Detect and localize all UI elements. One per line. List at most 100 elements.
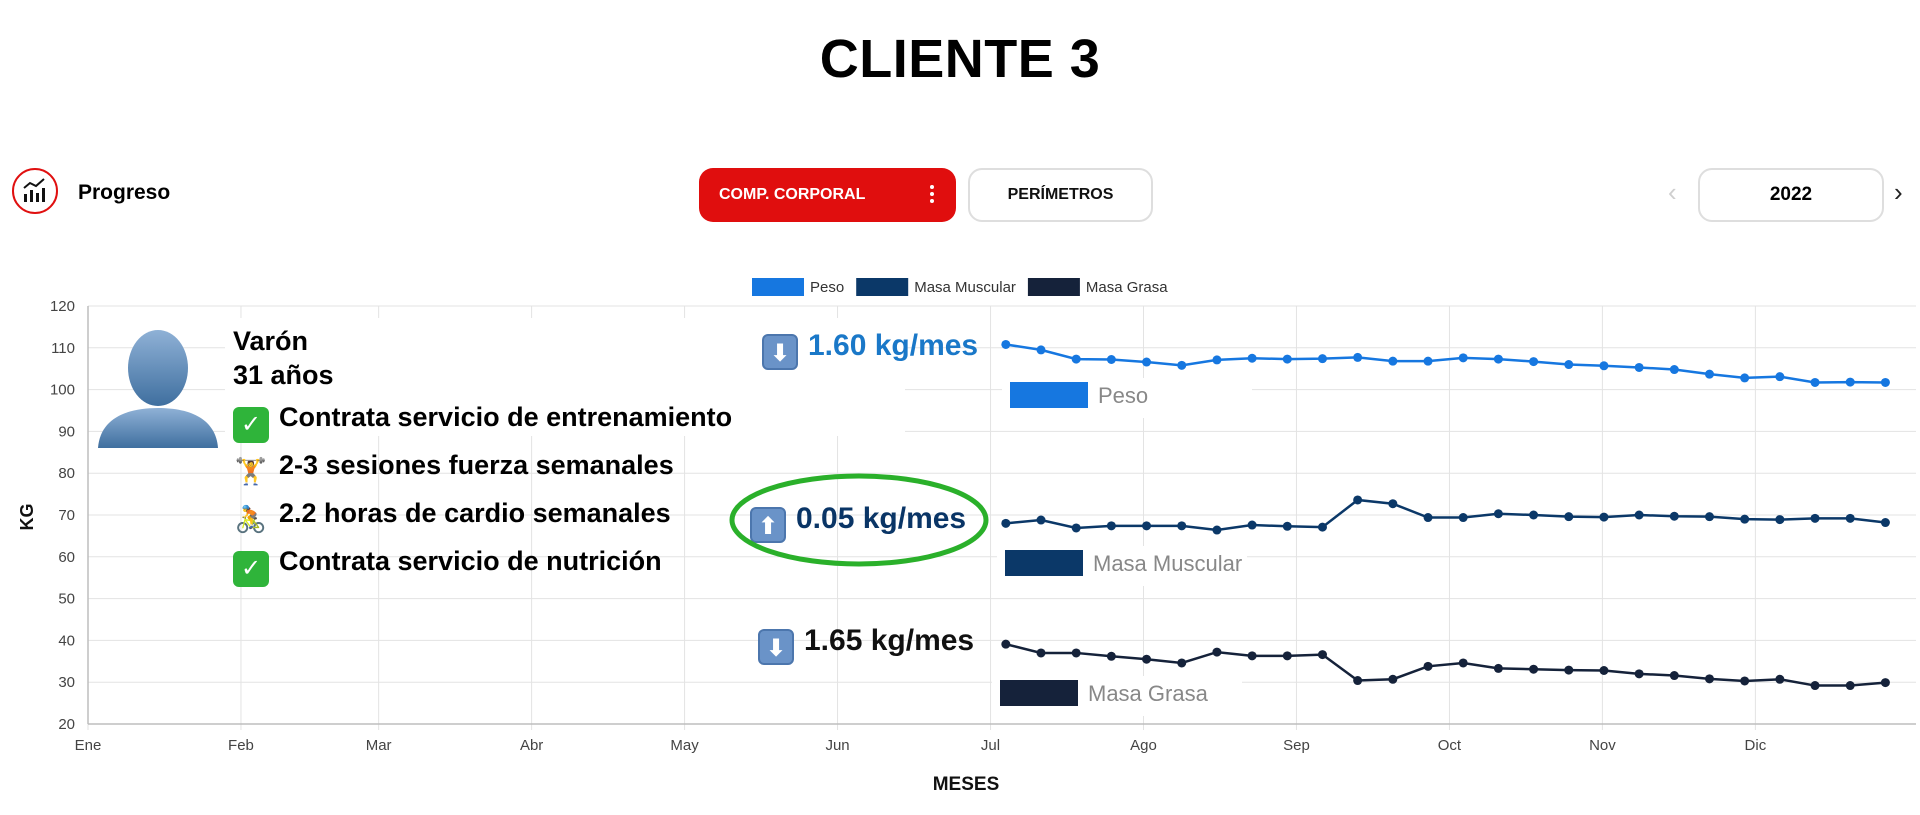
data-point (1177, 658, 1187, 668)
header-bar: Progreso COMP. CORPORAL PERÍMETROS ‹ 202… (0, 168, 1920, 224)
data-point (1423, 661, 1433, 671)
data-point (1493, 354, 1503, 364)
data-point (1599, 512, 1609, 522)
data-point (1634, 510, 1644, 520)
x-tick-label: Dic (1745, 737, 1767, 754)
data-point (1247, 353, 1257, 363)
y-tick-label: 40 (58, 632, 75, 649)
data-point (1388, 356, 1398, 366)
data-point (1669, 511, 1679, 521)
data-point (1564, 665, 1574, 675)
check-mark-icon: ✓ (233, 407, 269, 443)
data-point (1001, 639, 1011, 649)
tab-perimetros[interactable]: PERÍMETROS (968, 168, 1153, 222)
data-point (1880, 678, 1890, 688)
data-point (1740, 373, 1750, 383)
progress-label: Progreso (78, 181, 171, 204)
data-point (1001, 518, 1011, 528)
y-tick-label: 110 (51, 340, 75, 357)
bar-chart-icon (23, 178, 45, 202)
data-point (1071, 354, 1081, 364)
data-point (1247, 651, 1257, 661)
series-label-swatch (1005, 550, 1083, 576)
chevron-left-icon[interactable]: ‹ (1668, 177, 1677, 207)
data-point (1564, 360, 1574, 370)
data-point (1704, 674, 1714, 684)
data-point (1458, 658, 1468, 668)
data-point (1493, 509, 1503, 519)
tab-comp-corporal-label: COMP. CORPORAL (719, 186, 866, 203)
data-point (1845, 377, 1855, 387)
data-point (1599, 665, 1609, 675)
data-point (1282, 521, 1292, 531)
x-tick-label: May (670, 737, 699, 754)
down-arrow-icon: ⬇ (762, 334, 798, 370)
profile-item: 🚴 2.2 horas de cardio semanales (233, 498, 671, 537)
down-arrow-icon: ⬇ (758, 629, 794, 665)
data-point (1845, 681, 1855, 691)
profile-item: 🏋 2-3 sesiones fuerza semanales (233, 450, 674, 489)
series-label-swatch (1010, 382, 1088, 408)
chevron-right-icon[interactable]: › (1894, 177, 1903, 207)
data-point (1669, 365, 1679, 375)
y-tick-label: 90 (58, 423, 75, 440)
data-point (1634, 669, 1644, 679)
x-tick-label: Oct (1438, 737, 1462, 754)
data-point (1282, 651, 1292, 661)
data-point (1740, 514, 1750, 524)
series-line-masa-grasa (1005, 642, 1886, 687)
data-point (1845, 513, 1855, 523)
series-line-peso (1005, 343, 1886, 384)
profile-age: 31 años (233, 360, 334, 390)
year-selector[interactable]: 2022 (1698, 168, 1884, 222)
x-tick-label: Abr (520, 737, 543, 754)
data-point (1529, 664, 1539, 674)
profile-item: ✓ Contrata servicio de entrenamiento (233, 402, 732, 443)
profile-gender: Varón (233, 326, 309, 356)
data-point (1036, 648, 1046, 658)
x-tick-label: Ago (1130, 737, 1157, 754)
series-label: Masa Muscular (1093, 551, 1242, 576)
data-point (1634, 362, 1644, 372)
data-point (1423, 356, 1433, 366)
weightlifter-icon: 🏋 (234, 456, 268, 486)
data-point (1001, 339, 1011, 349)
cyclist-icon: 🚴 (234, 504, 268, 534)
profile-item: ✓ Contrata servicio de nutrición (233, 546, 662, 587)
data-point (1599, 361, 1609, 371)
chart-progress-icon[interactable] (12, 168, 58, 214)
y-tick-label: 50 (58, 591, 75, 608)
data-point (1142, 357, 1152, 367)
data-point (1142, 654, 1152, 664)
data-point (1704, 512, 1714, 522)
data-point (1177, 521, 1187, 531)
x-tick-label: Mar (366, 737, 392, 754)
x-tick-label: Feb (228, 737, 254, 754)
x-tick-label: Jul (981, 737, 1000, 754)
rate-annotation-peso: ⬇ 1.60 kg/mes (762, 329, 978, 370)
data-point (1669, 671, 1679, 681)
data-point (1036, 345, 1046, 355)
data-point (1212, 525, 1222, 535)
data-point (1880, 518, 1890, 528)
tab-comp-corporal[interactable]: COMP. CORPORAL (699, 168, 956, 222)
highlight-ellipse (729, 473, 989, 567)
data-point (1423, 513, 1433, 523)
data-point (1775, 372, 1785, 382)
series-label: Peso (1098, 383, 1148, 408)
more-options-icon[interactable] (930, 185, 934, 206)
data-point (1388, 499, 1398, 509)
data-point (1775, 515, 1785, 525)
x-axis-title: MESES (933, 774, 1000, 795)
legend-swatch (752, 278, 804, 296)
data-point (1282, 354, 1292, 364)
data-point (1775, 674, 1785, 684)
data-point (1704, 369, 1714, 379)
x-tick-label: Nov (1589, 737, 1616, 754)
data-point (1142, 521, 1152, 531)
data-point (1317, 354, 1327, 364)
y-tick-label: 80 (58, 465, 75, 482)
x-tick-label: Sep (1283, 737, 1310, 754)
y-tick-label: 60 (58, 549, 75, 566)
